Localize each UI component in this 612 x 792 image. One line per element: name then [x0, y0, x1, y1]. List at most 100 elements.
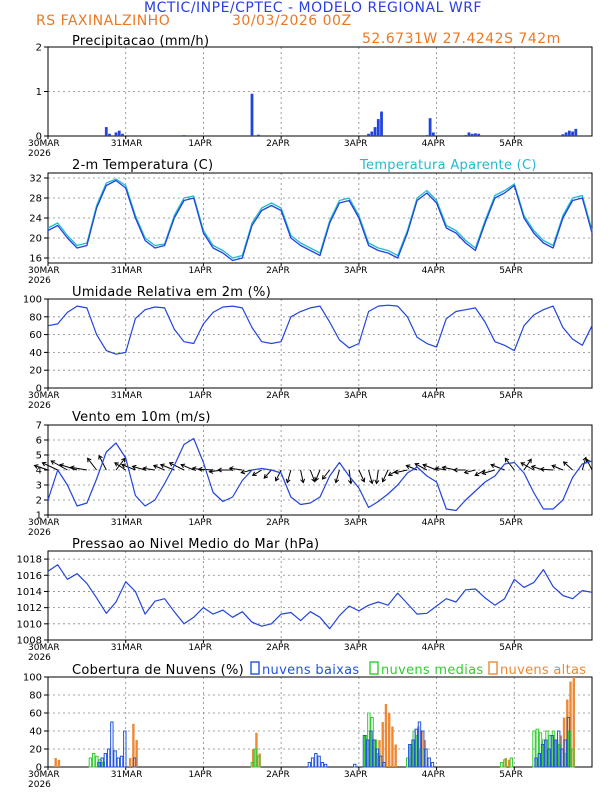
x-tick-label: 3APR: [344, 770, 368, 780]
low-cloud-bar: [408, 744, 412, 768]
low-cloud-bar: [424, 748, 428, 768]
y-tick-label: 4: [36, 466, 42, 477]
x-year-label: 2026: [28, 653, 51, 663]
wind-vector-head: [142, 466, 148, 472]
header-coords: 52.6731W 27.4242S 742m: [362, 31, 561, 47]
wind-vector: [114, 462, 126, 471]
x-tick-label: 30MAR: [28, 518, 60, 528]
wind-vector-head: [228, 466, 234, 472]
wind-vector-head: [585, 458, 591, 464]
wind-vector-head: [121, 457, 126, 463]
low-cloud-bar: [421, 730, 425, 768]
x-tick-label: 5APR: [499, 770, 523, 780]
wind-vector-head: [208, 468, 214, 474]
wind-vector: [180, 464, 194, 471]
low-cloud-bar: [323, 763, 328, 768]
wind-vector-head: [334, 478, 340, 484]
high-cloud-bar: [128, 758, 132, 767]
wind-vector-head: [120, 463, 126, 469]
temp-title: 2-m Temperatura (C): [72, 158, 213, 173]
low-cloud-bar: [563, 739, 567, 768]
wind-vector: [563, 461, 573, 471]
x-year-label: 2026: [28, 780, 51, 790]
x-tick-label: 31MAR: [111, 266, 143, 276]
wind-vector-head: [453, 467, 458, 473]
high-cloud-bar: [507, 759, 511, 767]
wind-vector-head: [131, 464, 137, 470]
x-tick-label: 2APR: [266, 518, 290, 528]
wind-vector: [309, 469, 316, 482]
x-tick-label: 5APR: [499, 139, 523, 149]
low-cloud-bar: [414, 728, 418, 768]
panel-3: 30MAR 31MAR 1APR 2APR 3APR 4APR 5APR 2026 1 2 3 4 5 6…: [28, 421, 593, 538]
high-cloud-bar: [132, 723, 135, 767]
x-tick-label: 30MAR: [28, 643, 60, 653]
low-cloud-bar: [113, 750, 117, 768]
low-cloud-bar: [540, 744, 545, 768]
x-tick-label: 5APR: [499, 391, 523, 401]
x-tick-label: 30MAR: [28, 770, 60, 780]
wind-vector-head: [98, 454, 103, 460]
low-cloud-bar: [382, 762, 386, 768]
x-tick-label: 1APR: [188, 770, 212, 780]
precip-bar: [425, 135, 429, 136]
wind-vector-head: [504, 457, 510, 463]
high-cloud-bar: [54, 758, 57, 767]
wind-vector-head: [405, 464, 411, 470]
low-cloud-bar: [411, 739, 415, 768]
wind-vector-head: [180, 463, 186, 469]
low-cloud-bar: [560, 748, 564, 768]
panel-frame: [47, 550, 593, 641]
mid-cloud-bar: [499, 762, 504, 768]
wind-vector-head: [360, 477, 366, 483]
wind-vector-head: [530, 464, 536, 470]
y-tick-label: 0: [36, 132, 42, 143]
wind-vector: [315, 469, 321, 481]
x-tick-label: 31MAR: [111, 770, 143, 780]
wind-vector-head: [387, 471, 393, 476]
y-tick-label: 2: [36, 43, 42, 54]
y-tick-label: 5: [36, 451, 42, 462]
x-tick-label: 2APR: [266, 643, 290, 653]
wind-speed-line: [47, 437, 593, 512]
y-tick-label: 60: [29, 330, 42, 341]
high-cloud-bar: [572, 677, 575, 767]
x-tick-label: 4APR: [422, 770, 446, 780]
wind-vector: [520, 462, 534, 471]
high-cloud-bar: [252, 749, 255, 767]
low-cloud-bar: [372, 739, 376, 768]
mid-cloud-bar: [88, 757, 93, 768]
x-tick-label: 4APR: [422, 139, 446, 149]
wind-vector-head: [422, 463, 428, 469]
wind-vector: [300, 469, 304, 483]
clouds-title: Cobertura de Nuvens (%): [72, 663, 244, 678]
wind-vector: [275, 469, 282, 482]
x-tick-label: 3APR: [344, 518, 368, 528]
precip-bar: [380, 111, 383, 136]
mid-cloud-bar: [509, 757, 514, 768]
low-cloud-bar: [314, 753, 318, 768]
x-year-label: 2026: [28, 401, 51, 411]
wind-vector: [464, 469, 476, 474]
y-tick-label: 1: [36, 87, 42, 98]
x-tick-label: 31MAR: [111, 139, 143, 149]
x-tick-label: 1APR: [188, 643, 212, 653]
x-tick-label: 3APR: [344, 139, 368, 149]
wind-vector-head: [321, 474, 327, 480]
x-tick-label: 31MAR: [111, 518, 143, 528]
low-cloud-bar: [553, 739, 558, 768]
x-year-label: 2026: [28, 276, 51, 286]
wind-vector: [50, 460, 68, 471]
precip-bar: [428, 118, 432, 136]
wind-vector-head: [474, 471, 480, 477]
y-tick-label: 80: [29, 312, 42, 323]
precip-bar: [564, 132, 568, 136]
header-org-title: MCTIC/INPE/CPTEC - MODELO REGIONAL WRF: [144, 0, 482, 16]
wind-vector: [335, 469, 340, 483]
x-tick-label: 2APR: [266, 391, 290, 401]
low-cloud-bar: [123, 730, 127, 768]
legend-mid-label: nuvens medias: [381, 663, 483, 678]
wind-vector-head: [441, 465, 447, 471]
wind-vector-head: [50, 460, 56, 465]
precip-bar: [104, 127, 108, 136]
